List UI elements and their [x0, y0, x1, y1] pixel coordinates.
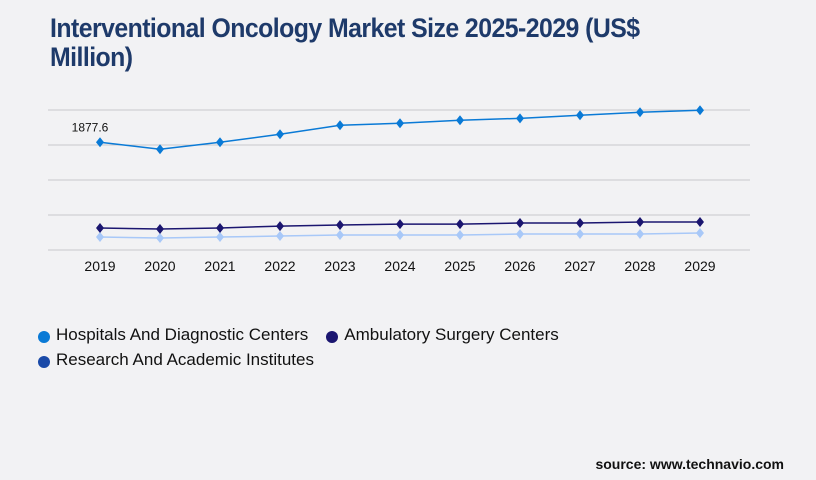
data-point	[636, 229, 644, 240]
x-tick-label: 2029	[684, 258, 715, 274]
data-point	[696, 105, 704, 116]
data-point	[516, 229, 524, 240]
data-point	[456, 115, 464, 126]
data-point	[276, 129, 284, 140]
data-point	[336, 230, 344, 241]
data-point	[396, 219, 404, 230]
x-tick-label: 2028	[624, 258, 655, 274]
data-point	[96, 232, 104, 243]
legend-item: Hospitals And Diagnostic Centers	[38, 323, 308, 347]
data-point	[156, 233, 164, 244]
legend-item: Research And Academic Institutes	[38, 348, 314, 372]
data-point	[336, 220, 344, 231]
chart-title: Interventional Oncology Market Size 2025…	[50, 13, 640, 72]
data-point	[456, 219, 464, 230]
x-tick-label: 2020	[144, 258, 175, 274]
data-label: 1877.6	[72, 120, 109, 134]
data-point	[696, 217, 704, 228]
source-text: source: www.technavio.com	[595, 456, 784, 472]
legend-label: Ambulatory Surgery Centers	[344, 325, 559, 344]
data-point	[276, 221, 284, 232]
x-tick-label: 2026	[504, 258, 535, 274]
data-point	[516, 218, 524, 229]
data-point	[456, 230, 464, 241]
x-tick-label: 2021	[204, 258, 235, 274]
x-tick-label: 2019	[84, 258, 115, 274]
x-tick-label: 2023	[324, 258, 355, 274]
legend-item: Ambulatory Surgery Centers	[326, 323, 559, 347]
data-point	[576, 218, 584, 229]
x-tick-label: 2025	[444, 258, 475, 274]
data-point	[156, 144, 164, 155]
data-point	[516, 113, 524, 124]
series-line-0	[99, 109, 701, 151]
data-point	[96, 137, 104, 148]
x-tick-label: 2027	[564, 258, 595, 274]
x-tick-label: 2024	[384, 258, 415, 274]
x-tick-label: 2022	[264, 258, 295, 274]
data-point	[96, 223, 104, 234]
legend-label: Hospitals And Diagnostic Centers	[56, 325, 309, 344]
data-point	[636, 107, 644, 118]
line-chart: 2019 2020 2021 2022 2023 2024 2025 2026 2027 2028…	[48, 105, 750, 274]
data-point	[156, 224, 164, 235]
data-point	[396, 230, 404, 241]
legend: Hospitals And Diagnostic Centers Ambulato…	[38, 323, 658, 373]
data-point	[216, 232, 224, 243]
data-point	[336, 120, 344, 131]
data-point	[276, 231, 284, 242]
legend-marker-icon	[38, 356, 50, 368]
data-point	[216, 137, 224, 148]
data-point	[696, 228, 704, 239]
data-point	[636, 217, 644, 228]
data-point	[576, 229, 584, 240]
legend-marker-icon	[326, 331, 339, 343]
data-point	[216, 223, 224, 234]
data-point	[576, 110, 584, 121]
legend-marker-icon	[38, 331, 50, 343]
data-point	[396, 118, 404, 129]
legend-label: Research And Academic Institutes	[56, 350, 314, 369]
